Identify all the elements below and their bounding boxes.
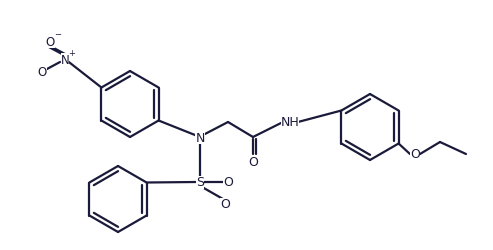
Text: N: N [61,53,70,66]
Text: N: N [195,131,205,144]
Text: NH: NH [281,116,299,129]
Text: O: O [410,148,420,161]
Text: O: O [220,198,230,211]
Text: −: − [55,30,62,39]
Text: S: S [196,176,204,189]
Text: +: + [69,48,75,57]
Text: O: O [248,156,258,169]
Text: O: O [223,176,233,189]
Text: O: O [45,35,55,48]
Text: O: O [37,66,47,79]
